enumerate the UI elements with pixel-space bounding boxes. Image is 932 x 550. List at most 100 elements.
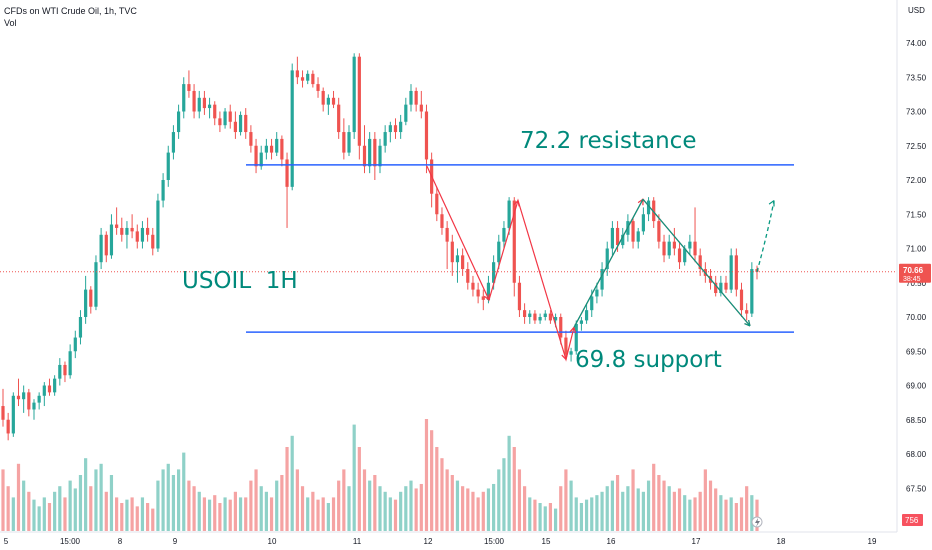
volume-bar	[553, 508, 558, 531]
annotations	[0, 164, 897, 528]
candle-body	[745, 310, 749, 314]
candle-body	[259, 152, 263, 167]
volume-bar	[316, 499, 320, 531]
x-tick-label: 17	[692, 537, 701, 546]
volume-bar	[703, 469, 707, 531]
y-tick-label: 68.50	[906, 416, 927, 425]
candle-body	[523, 310, 527, 317]
volume-bar	[543, 506, 547, 531]
candle-body	[445, 227, 449, 242]
volume-bar	[1, 469, 5, 531]
volume-bar	[393, 499, 398, 531]
candle-body	[373, 138, 377, 167]
candle-body	[73, 337, 77, 352]
candle-body	[440, 214, 444, 228]
candle-body	[166, 152, 170, 180]
candle-body	[89, 289, 93, 307]
volume-bar	[466, 488, 470, 531]
candle-body	[58, 364, 62, 379]
candle-body	[631, 221, 635, 242]
volume-bar	[729, 497, 733, 531]
volume-label: Vol	[4, 18, 17, 28]
candle-body	[476, 289, 480, 297]
candle-body	[714, 282, 718, 294]
volume-bar	[27, 491, 31, 531]
candle-body	[595, 289, 599, 297]
candle-body	[347, 132, 351, 153]
candle-body	[579, 320, 584, 324]
candle-body	[652, 200, 656, 222]
volume-bar	[176, 469, 181, 531]
volume-bar	[672, 491, 676, 531]
candle-body	[502, 227, 506, 242]
volume-bars	[1, 419, 759, 531]
zigzag-arrowhead	[569, 326, 576, 334]
candle-body	[497, 241, 501, 263]
candle-body	[156, 200, 160, 249]
y-tick-label: 69.00	[906, 382, 927, 391]
x-tick-label: 15	[542, 537, 551, 546]
candle-body	[424, 111, 429, 160]
green-arrowhead	[744, 319, 751, 327]
volume-bar	[161, 469, 165, 531]
candle-body	[543, 313, 547, 317]
candle-body	[564, 337, 568, 355]
candle-body	[295, 70, 299, 78]
volume-bar	[677, 488, 682, 531]
candle-body	[750, 269, 754, 314]
volume-bar	[533, 499, 537, 531]
volume-bar	[244, 497, 248, 531]
candle-body	[280, 138, 284, 160]
volume-bar	[171, 475, 176, 531]
candle-body	[94, 262, 98, 307]
volume-bar	[63, 497, 67, 531]
volume-bar	[652, 463, 656, 531]
volume-bar	[213, 495, 217, 531]
volume-bar	[321, 497, 325, 531]
candle-body	[171, 132, 176, 153]
volume-bar	[693, 497, 697, 531]
volume-bar	[714, 488, 718, 531]
candle-body	[249, 132, 253, 146]
candle-body	[378, 145, 382, 167]
volume-bar	[476, 497, 480, 531]
candle-body	[22, 392, 26, 400]
candle-body	[517, 282, 522, 311]
candle-body	[507, 200, 511, 228]
volume-bar	[130, 497, 134, 531]
volume-bar	[657, 475, 661, 531]
last-price-badge	[899, 263, 931, 283]
y-tick-label: 72.50	[906, 142, 927, 151]
volume-bar	[745, 486, 749, 531]
candle-body	[559, 317, 563, 338]
volume-bar	[502, 458, 506, 531]
volume-bar	[53, 491, 57, 531]
volume-bar	[636, 488, 640, 531]
volume-bar	[461, 486, 465, 531]
candle-body	[306, 73, 310, 81]
chart-title: CFDs on WTI Crude Oil, 1h, TVC	[4, 6, 137, 16]
candle-body	[27, 392, 31, 410]
candle-body	[435, 193, 439, 215]
volume-bar	[331, 497, 336, 531]
volume-bar	[610, 480, 614, 531]
candle-body	[37, 395, 41, 403]
candle-body	[574, 323, 578, 352]
candle-body	[140, 227, 145, 242]
candle-body	[213, 104, 217, 119]
volume-bar	[373, 475, 377, 531]
candle-body	[492, 262, 496, 283]
candle-body	[419, 104, 423, 112]
candle-body	[331, 97, 336, 105]
y-tick-label: 71.00	[906, 245, 927, 254]
volume-bar	[739, 497, 744, 531]
support-label: 69.8 support	[575, 347, 722, 373]
candle-body	[337, 104, 341, 133]
candle-body	[698, 255, 702, 270]
candle-body	[16, 395, 21, 400]
volume-bar	[755, 499, 759, 531]
volume-bar	[306, 497, 310, 531]
candle-body	[197, 97, 201, 112]
